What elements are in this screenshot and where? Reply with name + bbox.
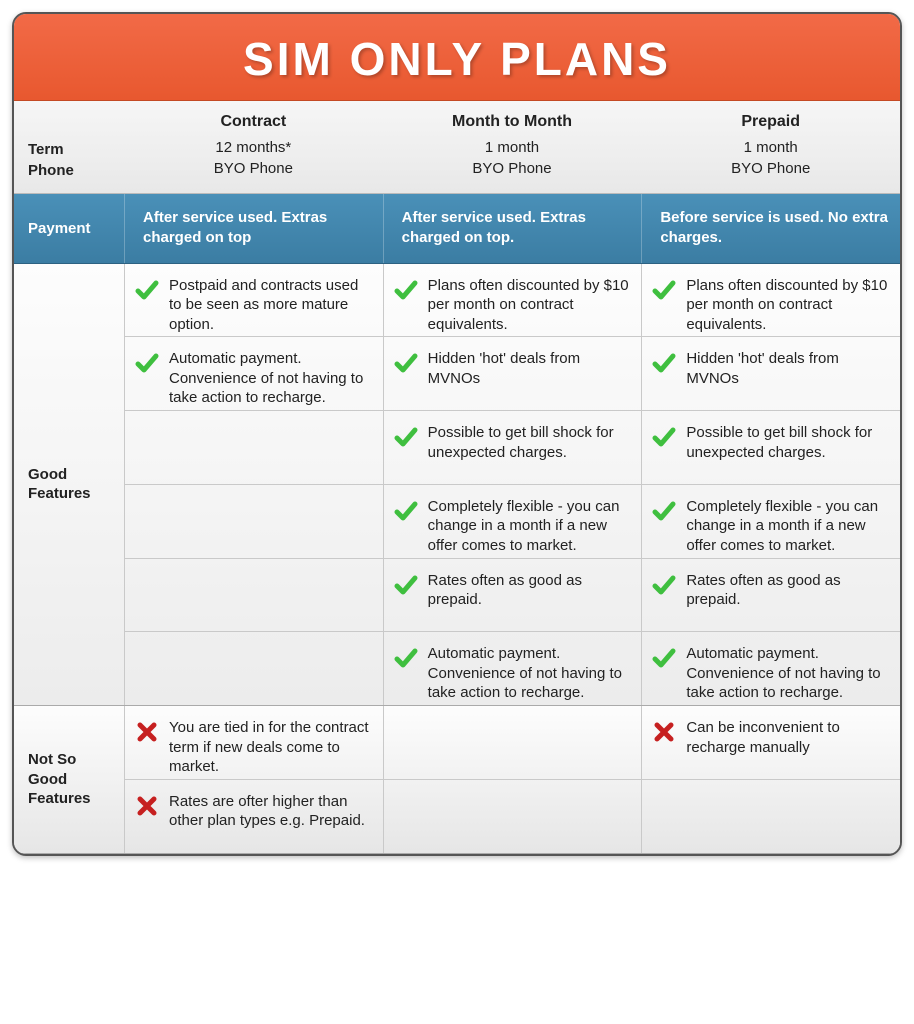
check-icon [133, 278, 161, 302]
feature-cell [124, 631, 383, 705]
feature-cell [124, 484, 383, 558]
plan-phone: BYO Phone [649, 158, 892, 179]
label-payment: Payment [14, 194, 124, 263]
plan-name: Prepaid [649, 113, 892, 131]
feature-text: Automatic payment. Convenience of not ha… [686, 644, 888, 703]
cross-icon [133, 794, 161, 818]
feature-text: Rates often as good as prepaid. [686, 571, 888, 610]
feature-cell [124, 410, 383, 484]
check-icon [392, 278, 420, 302]
check-icon [392, 646, 420, 670]
feature-text: Completely flexible - you can change in … [686, 497, 888, 556]
feature-cell: Possible to get bill shock for unexpecte… [641, 410, 900, 484]
check-icon [650, 425, 678, 449]
feature-cell [383, 706, 642, 779]
check-icon [650, 573, 678, 597]
title-bar: SIM ONLY PLANS [14, 14, 900, 101]
payment-row: Payment After service used. Extras charg… [14, 194, 900, 264]
check-icon [392, 425, 420, 449]
check-icon [650, 646, 678, 670]
check-icon [392, 351, 420, 375]
payment-month: After service used. Extras charged on to… [383, 194, 642, 263]
feature-text: Plans often discounted by $10 per month … [686, 276, 888, 335]
header-row: Term Phone Contract 12 months* BYO Phone… [14, 101, 900, 194]
feature-cell: Rates often as good as prepaid. [383, 558, 642, 632]
feature-cell: Plans often discounted by $10 per month … [641, 264, 900, 337]
plan-term: 12 months* [132, 137, 375, 158]
not-good-features-contract: You are tied in for the contract term if… [124, 706, 383, 853]
feature-text: Possible to get bill shock for unexpecte… [428, 423, 630, 462]
feature-text: Completely flexible - you can change in … [428, 497, 630, 556]
not-good-features-prepaid: Can be inconvenient to recharge manually [641, 706, 900, 853]
feature-text: Rates are ofter higher than other plan t… [169, 792, 371, 831]
feature-text: Hidden 'hot' deals from MVNOs [428, 349, 630, 388]
label-not-good-features: Not So Good Features [14, 706, 124, 853]
plan-name: Contract [132, 113, 375, 131]
feature-text: You are tied in for the contract term if… [169, 718, 371, 777]
feature-cell: Plans often discounted by $10 per month … [383, 264, 642, 337]
feature-cell [124, 558, 383, 632]
plan-header-prepaid: Prepaid 1 month BYO Phone [641, 101, 900, 193]
plan-name: Month to Month [391, 113, 634, 131]
comparison-card: SIM ONLY PLANS Term Phone Contract 12 mo… [12, 12, 902, 856]
check-icon [650, 278, 678, 302]
feature-text: Automatic payment. Convenience of not ha… [169, 349, 371, 408]
label-phone: Phone [28, 162, 114, 179]
plan-term: 1 month [649, 137, 892, 158]
feature-cell: You are tied in for the contract term if… [124, 706, 383, 779]
good-features-contract: Postpaid and contracts used to be seen a… [124, 264, 383, 706]
check-icon [650, 351, 678, 375]
not-good-features-row: Not So Good Features You are tied in for… [14, 706, 900, 854]
feature-text: Rates often as good as prepaid. [428, 571, 630, 610]
feature-cell: Completely flexible - you can change in … [383, 484, 642, 558]
feature-text: Hidden 'hot' deals from MVNOs [686, 349, 888, 388]
feature-cell: Completely flexible - you can change in … [641, 484, 900, 558]
plan-header-month: Month to Month 1 month BYO Phone [383, 101, 642, 193]
check-icon [650, 499, 678, 523]
payment-prepaid: Before service is used. No extra charges… [641, 194, 900, 263]
feature-cell [641, 779, 900, 853]
feature-text: Can be inconvenient to recharge manually [686, 718, 888, 757]
plan-phone: BYO Phone [391, 158, 634, 179]
feature-cell: Rates are ofter higher than other plan t… [124, 779, 383, 853]
check-icon [133, 351, 161, 375]
feature-cell: Postpaid and contracts used to be seen a… [124, 264, 383, 337]
plan-phone: BYO Phone [132, 158, 375, 179]
feature-cell: Rates often as good as prepaid. [641, 558, 900, 632]
good-features-month: Plans often discounted by $10 per month … [383, 264, 642, 706]
not-good-features-month [383, 706, 642, 853]
plan-term: 1 month [391, 137, 634, 158]
feature-cell: Can be inconvenient to recharge manually [641, 706, 900, 779]
feature-text: Automatic payment. Convenience of not ha… [428, 644, 630, 703]
good-features-row: Good Features Postpaid and contracts use… [14, 264, 900, 707]
good-features-prepaid: Plans often discounted by $10 per month … [641, 264, 900, 706]
feature-cell: Automatic payment. Convenience of not ha… [641, 631, 900, 705]
cross-icon [650, 720, 678, 744]
feature-text: Plans often discounted by $10 per month … [428, 276, 630, 335]
check-icon [392, 573, 420, 597]
feature-cell: Hidden 'hot' deals from MVNOs [383, 336, 642, 410]
feature-text: Postpaid and contracts used to be seen a… [169, 276, 371, 335]
label-term: Term [28, 141, 114, 158]
feature-cell: Automatic payment. Convenience of not ha… [383, 631, 642, 705]
feature-cell [383, 779, 642, 853]
payment-contract: After service used. Extras charged on to… [124, 194, 383, 263]
feature-cell: Automatic payment. Convenience of not ha… [124, 336, 383, 410]
feature-cell: Possible to get bill shock for unexpecte… [383, 410, 642, 484]
page-title: SIM ONLY PLANS [14, 32, 900, 86]
feature-cell: Hidden 'hot' deals from MVNOs [641, 336, 900, 410]
header-labels: Term Phone [14, 101, 124, 193]
label-good-features: Good Features [14, 264, 124, 706]
cross-icon [133, 720, 161, 744]
plan-header-contract: Contract 12 months* BYO Phone [124, 101, 383, 193]
feature-text: Possible to get bill shock for unexpecte… [686, 423, 888, 462]
check-icon [392, 499, 420, 523]
